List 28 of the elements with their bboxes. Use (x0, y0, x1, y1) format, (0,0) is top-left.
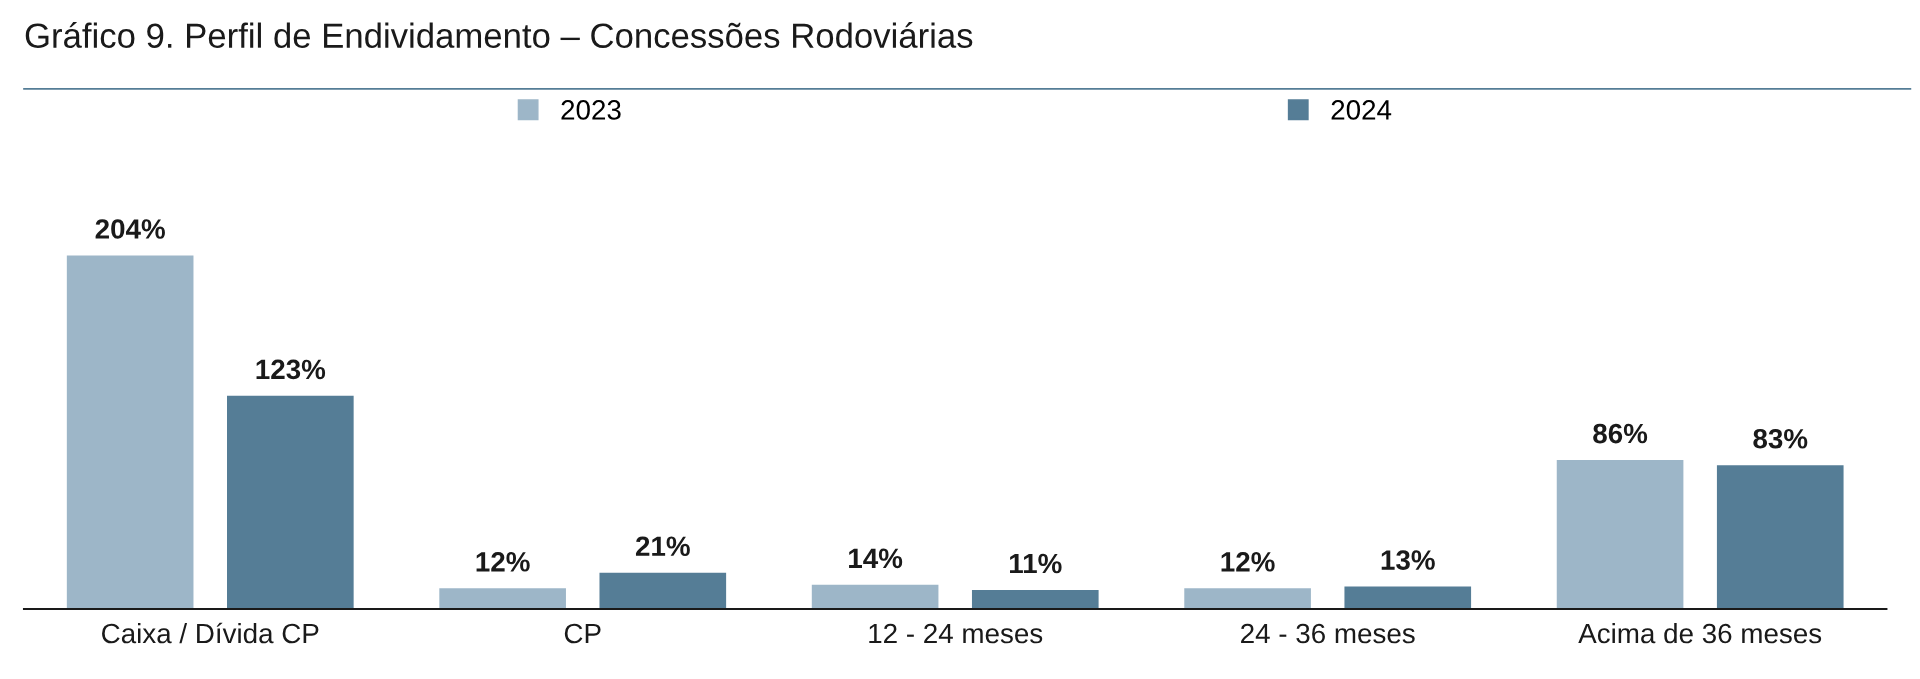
bar (971, 589, 1099, 610)
data-label: 12% (476, 551, 530, 572)
bar (811, 584, 939, 610)
data-label: 204% (95, 219, 165, 239)
x-tick-label: Caixa / Dívida CP (102, 622, 319, 644)
bar (1184, 588, 1311, 610)
data-label: 83% (1753, 428, 1808, 449)
bar (1716, 465, 1844, 610)
bar (439, 588, 566, 610)
data-label: 123% (256, 359, 326, 380)
data-label: 14% (849, 548, 903, 569)
bar (1344, 586, 1472, 610)
bar (66, 255, 194, 610)
bar (227, 395, 354, 610)
x-tick-label: CP (564, 623, 601, 644)
bar (1556, 459, 1684, 610)
data-label: 13% (1381, 550, 1435, 570)
data-label: 12% (1221, 551, 1275, 572)
x-tick-label: 12 - 24 meses (869, 623, 1043, 644)
bar (599, 572, 727, 610)
x-tick-label: Acima de 36 meses (1578, 622, 1822, 644)
data-label: 21% (635, 536, 690, 556)
legend-label: 2024 (1331, 100, 1392, 120)
x-tick-label: 24 - 36 meses (1241, 623, 1415, 644)
data-label: 11% (1010, 553, 1062, 574)
chart-title: Gráfico 9. Perfil de Endividamento – Concessões Rodoviárias (25, 22, 973, 49)
legend-label: 2023 (561, 100, 621, 120)
data-label: 86% (1593, 423, 1648, 444)
